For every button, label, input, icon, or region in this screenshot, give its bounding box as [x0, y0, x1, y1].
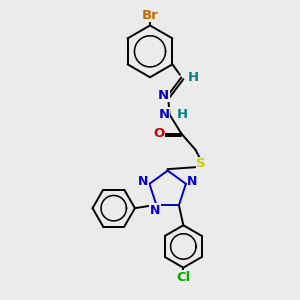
Text: Cl: Cl	[176, 271, 190, 284]
Text: H: H	[188, 71, 199, 84]
Text: N: N	[138, 175, 148, 188]
Text: Br: Br	[142, 9, 158, 22]
Text: S: S	[196, 157, 206, 170]
Text: N: N	[187, 175, 197, 188]
Text: N: N	[150, 204, 160, 217]
Text: N: N	[158, 89, 169, 102]
Text: O: O	[153, 127, 164, 140]
Text: N: N	[159, 108, 170, 121]
Text: H: H	[177, 108, 188, 121]
